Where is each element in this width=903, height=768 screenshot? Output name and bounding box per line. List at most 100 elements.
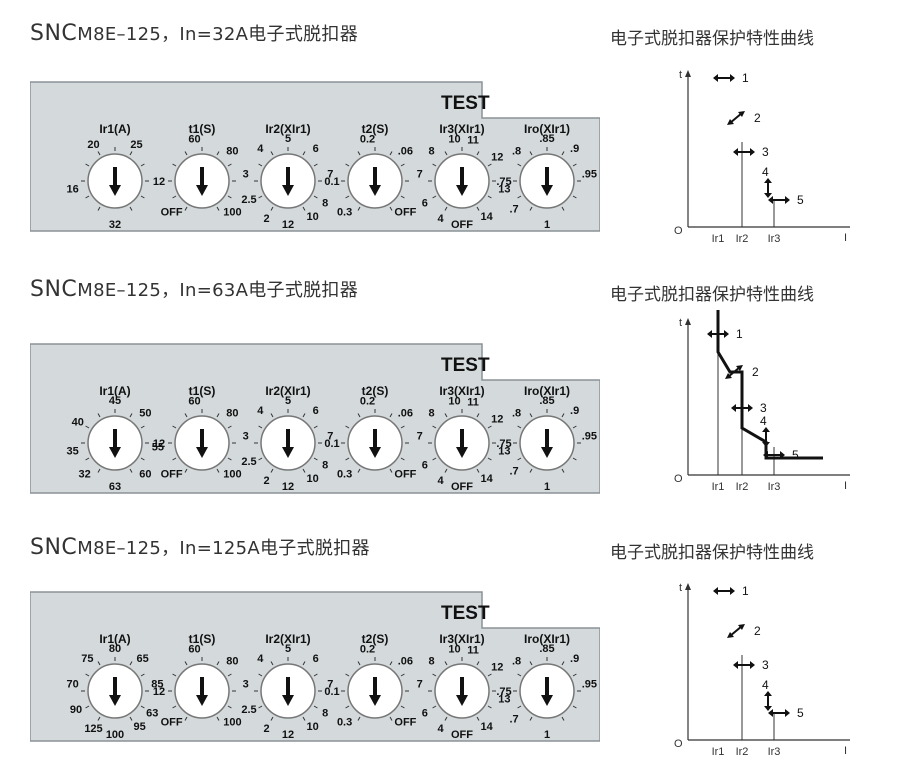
dial-tick bbox=[140, 425, 145, 429]
dial-tick bbox=[172, 673, 177, 677]
dial-mark-label: 6 bbox=[422, 460, 428, 472]
section3-title: SNCM8E–125，In=125A电子式脱扣器 bbox=[30, 534, 370, 560]
dial-knob[interactable]: Ir3(XIr1) 8 10 11 12 7 64 OFF 14 13 bbox=[417, 632, 511, 741]
adjust-arrow-head bbox=[713, 74, 718, 82]
dial-tick bbox=[476, 716, 480, 721]
dial-mark-label: 0.1 bbox=[324, 176, 339, 188]
dial-mark-label: 0.2 bbox=[360, 396, 375, 408]
brand-name: SNC bbox=[30, 277, 78, 302]
dial-tick bbox=[129, 716, 133, 721]
dial-tick bbox=[302, 716, 306, 721]
dial-knob[interactable]: Ir2(XIr1) 3 4 5 6 7 8 2.5 2 12 10 bbox=[241, 122, 333, 231]
dial-pointer-head bbox=[541, 695, 553, 706]
adjust-arrow-head bbox=[713, 587, 718, 595]
axis-label-i: I bbox=[844, 745, 847, 757]
dial-tick bbox=[487, 195, 492, 199]
dial-knob[interactable]: Iro(XIr1).8 .85 .9 .95 .75 .7 1 bbox=[496, 122, 597, 231]
point-label: 5 bbox=[797, 193, 804, 207]
dial-pointer-head bbox=[196, 185, 208, 196]
dial-mark-label: 0.3 bbox=[337, 468, 352, 480]
dial-mark-label: 12 bbox=[491, 413, 503, 425]
dial-tick bbox=[216, 661, 220, 666]
dial-tick bbox=[270, 206, 274, 211]
point-label: 3 bbox=[762, 145, 769, 159]
dial-tick bbox=[227, 673, 232, 677]
adjust-arrow-head bbox=[738, 624, 745, 630]
section3-chart-title: 电子式脱扣器保护特性曲线 bbox=[610, 543, 814, 563]
dial-tick bbox=[357, 661, 361, 666]
dial-mark-label: 45 bbox=[109, 395, 121, 407]
dial-mark-label: .9 bbox=[570, 143, 579, 155]
adjust-arrow-head bbox=[764, 193, 772, 198]
dial-knob[interactable]: t2(S) 0.1 0.2 .06 0.3 OFF bbox=[324, 384, 416, 480]
dial-mark-label: 7 bbox=[417, 169, 423, 181]
dial-mark-label: 10 bbox=[307, 211, 319, 223]
dial-tick bbox=[313, 163, 318, 167]
dial-mark-label: 6 bbox=[313, 143, 319, 155]
dial-pointer-head bbox=[369, 185, 381, 196]
dial-tick bbox=[302, 468, 306, 473]
dial-mark-label: 0.3 bbox=[337, 716, 352, 728]
dial-mark-label: 20 bbox=[87, 139, 99, 151]
dial-knob[interactable]: t1(S) 12 60 80 OFF 100 bbox=[153, 632, 242, 728]
dial-tick bbox=[216, 151, 220, 156]
x-tick-label: Ir1 bbox=[712, 481, 725, 493]
dial-mark-label: 8 bbox=[429, 408, 435, 420]
dial-mark-label: OFF bbox=[451, 729, 473, 741]
dial-knob[interactable]: t2(S) 0.1 0.2 .06 0.3 OFF bbox=[324, 632, 416, 728]
dial-tick bbox=[258, 705, 263, 709]
dial-mark-label: 7 bbox=[417, 679, 423, 691]
dial-tick bbox=[313, 673, 318, 677]
dial-mark-label: 40 bbox=[72, 417, 84, 429]
dial-mark-label: 12 bbox=[282, 729, 294, 741]
dial-label: Ir1(A) bbox=[99, 384, 130, 398]
dial-knob[interactable]: t1(S) 12 60 80 OFF 100 bbox=[153, 384, 242, 480]
dial-tick bbox=[400, 163, 405, 167]
dial-tick bbox=[529, 716, 533, 721]
adjust-markers: 1 2 34 5 bbox=[707, 327, 799, 462]
dial-knob[interactable]: Ir1(A) 16 20 25 32 bbox=[67, 122, 149, 231]
dial-tick bbox=[216, 206, 220, 211]
dial-tick bbox=[172, 457, 177, 461]
dial-tick bbox=[357, 468, 361, 473]
adjust-arrow-head bbox=[738, 111, 745, 117]
dial-tick bbox=[313, 705, 318, 709]
dial-knob[interactable]: t1(S) 12 60 80 OFF 100 bbox=[153, 122, 242, 218]
dial-tick bbox=[270, 151, 274, 156]
dial-mark-label: 16 bbox=[67, 183, 79, 195]
dial-mark-label: 0.1 bbox=[324, 686, 339, 698]
dial-tick bbox=[258, 457, 263, 461]
dial-knob[interactable]: Ir2(XIr1) 3 4 5 6 7 8 2.5 2 12 10 bbox=[241, 384, 333, 493]
dial-tick bbox=[85, 163, 90, 167]
dial-mark-label: 100 bbox=[223, 468, 241, 480]
dial-label: Ir2(XIr1) bbox=[265, 384, 310, 398]
dial-pointer-head bbox=[369, 695, 381, 706]
dial-mark-label: 12 bbox=[491, 151, 503, 163]
dial-knob[interactable]: Ir2(XIr1) 3 4 5 6 7 8 2.5 2 12 10 bbox=[241, 632, 333, 741]
dial-knob[interactable]: Ir3(XIr1) 8 10 11 12 7 64 OFF 14 13 bbox=[417, 384, 511, 493]
axis-label-t: t bbox=[679, 69, 682, 81]
x-tick-label: Ir3 bbox=[768, 481, 781, 493]
dial-mark-label: 4 bbox=[257, 143, 264, 155]
dial-tick bbox=[97, 716, 101, 721]
dial-mark-label: 3 bbox=[243, 679, 249, 691]
dial-knob[interactable]: Iro(XIr1).8 .85 .9 .95 .75 .7 1 bbox=[496, 384, 597, 493]
dial-mark-label: 4 bbox=[257, 405, 264, 417]
dial-tick bbox=[572, 425, 577, 429]
dial-tick bbox=[270, 468, 274, 473]
dial-mark-label: 5 bbox=[285, 643, 291, 655]
dial-knob[interactable]: Iro(XIr1).8 .85 .9 .95 .75 .7 1 bbox=[496, 632, 597, 741]
dial-mark-label: .85 bbox=[539, 133, 554, 145]
dial-mark-label: 12 bbox=[282, 219, 294, 231]
dial-mark-label: .8 bbox=[512, 408, 521, 420]
dial-pointer-head bbox=[196, 695, 208, 706]
dial-mark-label: 80 bbox=[109, 643, 121, 655]
dial-tick bbox=[345, 457, 350, 461]
dial-knob[interactable]: Ir3(XIr1) 8 10 11 12 7 64 OFF 14 13 bbox=[417, 122, 511, 231]
dial-knob[interactable]: Ir1(A) 40 45 50 35 55 32 60 63 bbox=[67, 384, 164, 493]
dial-mark-label: 2.5 bbox=[241, 704, 256, 716]
dial-knob[interactable]: t2(S) 0.1 0.2 .06 0.3 OFF bbox=[324, 122, 416, 218]
dial-tick bbox=[476, 468, 480, 473]
